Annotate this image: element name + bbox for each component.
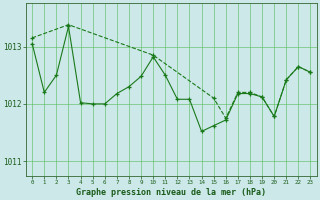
X-axis label: Graphe pression niveau de la mer (hPa): Graphe pression niveau de la mer (hPa) xyxy=(76,188,266,197)
